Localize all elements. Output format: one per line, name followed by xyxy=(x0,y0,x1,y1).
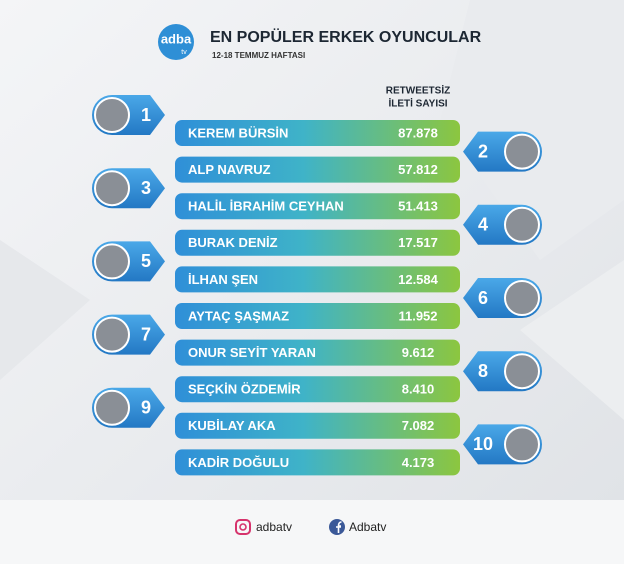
row-bar xyxy=(175,376,460,403)
value: 51.413 xyxy=(398,199,438,214)
row-bar xyxy=(175,303,460,329)
logo-sub: tv xyxy=(181,49,187,56)
photo xyxy=(94,389,130,426)
subtitle: 12-18 TEMMUZ HAFTASI xyxy=(212,51,305,60)
photo xyxy=(504,206,540,243)
value: 9.612 xyxy=(402,345,435,360)
rank: 10 xyxy=(473,434,493,454)
name: BURAK DENİZ xyxy=(188,235,278,250)
column-label: İLETİ SAYISI xyxy=(388,97,447,110)
name: AYTAÇ ŞAŞMAZ xyxy=(188,308,289,323)
rows: KEREM BÜRSİN 87.878 1 ALP NAVRUZ 57.812 2 HALİ… xyxy=(92,95,542,476)
rank: 6 xyxy=(478,288,488,308)
name: HALİL İBRAHİM CEYHAN xyxy=(188,199,344,214)
row-bar xyxy=(175,156,460,183)
photo xyxy=(94,243,130,280)
photo xyxy=(504,280,540,316)
instagram-icon xyxy=(239,523,247,531)
facebook-icon xyxy=(336,521,342,533)
photo xyxy=(504,353,540,390)
bg-shape xyxy=(520,260,624,420)
name: KADİR DOĞULU xyxy=(188,455,289,470)
photo xyxy=(94,170,130,207)
logo-text: adba xyxy=(161,31,192,46)
rank: 5 xyxy=(141,251,151,271)
photo xyxy=(94,316,130,353)
instagram-icon xyxy=(235,519,251,535)
value: 17.517 xyxy=(398,235,438,250)
rank: 3 xyxy=(141,178,151,198)
rank: 8 xyxy=(478,361,488,381)
name: KEREM BÜRSİN xyxy=(188,125,288,140)
bg-shape xyxy=(440,0,624,260)
value: 57.812 xyxy=(398,162,438,177)
rank: 9 xyxy=(141,398,151,418)
rank: 2 xyxy=(478,141,488,161)
photo xyxy=(504,426,540,463)
title: EN POPÜLER ERKEK OYUNCULAR xyxy=(210,27,482,46)
photo xyxy=(94,97,130,133)
rank: 1 xyxy=(141,105,151,125)
row-bar xyxy=(175,449,460,476)
value: 8.410 xyxy=(402,382,435,397)
row-bar xyxy=(175,229,460,256)
photo xyxy=(504,133,540,170)
facebook-handle: Adbatv xyxy=(349,520,386,534)
row-bar xyxy=(175,339,460,366)
name: SEÇKİN ÖZDEMİR xyxy=(188,382,301,397)
column-label: RETWEETSİZ xyxy=(386,84,450,97)
row-bar xyxy=(175,120,460,146)
value: 11.952 xyxy=(398,308,437,323)
value: 4.173 xyxy=(402,455,435,470)
instagram-handle: adbatv xyxy=(256,520,292,534)
row-bar xyxy=(175,193,460,220)
value: 7.082 xyxy=(402,418,435,433)
footer-band xyxy=(0,500,624,564)
name: İLHAN ŞEN xyxy=(188,272,258,287)
row-bar xyxy=(175,266,460,293)
rank: 7 xyxy=(141,324,151,344)
rank: 4 xyxy=(478,215,488,235)
bg-shape xyxy=(0,240,90,380)
name: ONUR SEYİT YARAN xyxy=(188,345,316,360)
logo xyxy=(158,24,194,60)
name: KUBİLAY AKA xyxy=(188,418,276,433)
value: 87.878 xyxy=(398,125,438,140)
row-bar xyxy=(175,412,460,439)
name: ALP NAVRUZ xyxy=(188,162,271,177)
value: 12.584 xyxy=(398,272,439,287)
